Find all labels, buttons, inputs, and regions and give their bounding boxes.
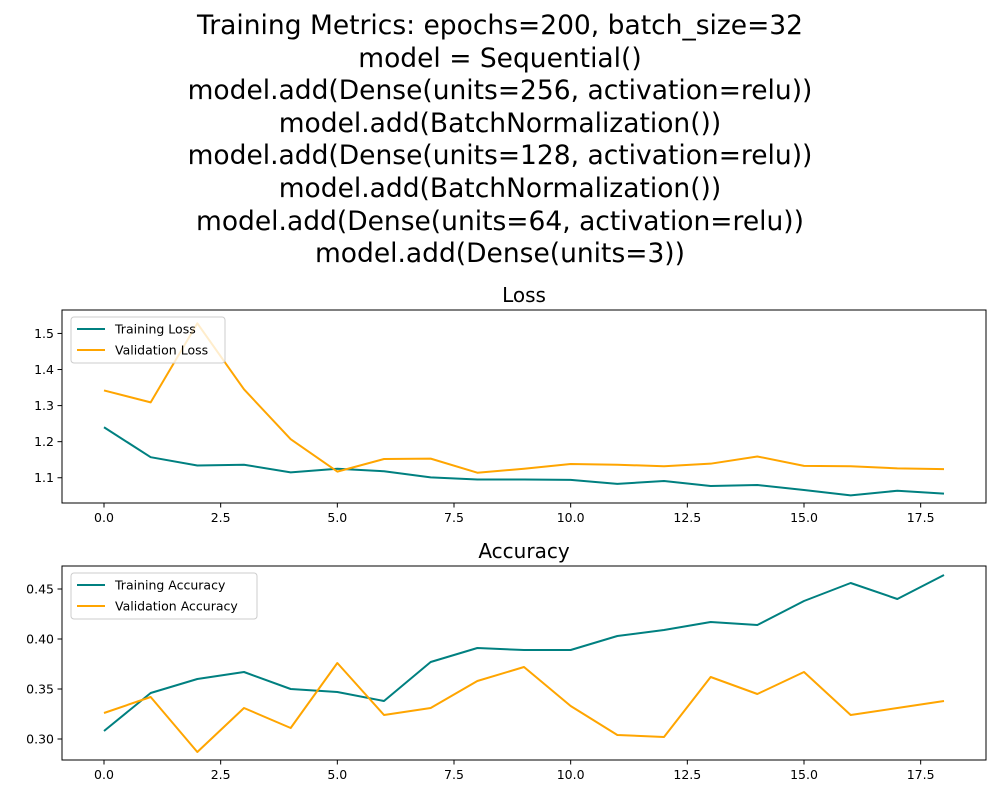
y-tick-label: 1.5 [34, 326, 54, 341]
x-tick-label: 12.5 [673, 767, 701, 782]
figure-title-line: model.add(Dense(units=256, activation=re… [187, 75, 813, 107]
axes-frame [61, 565, 987, 761]
figure-title: Training Metrics: epochs=200, batch_size… [0, 10, 1000, 271]
legend-box [70, 572, 258, 620]
y-tick-label: 1.1 [34, 470, 54, 485]
figure-title-line: model.add(BatchNormalization()) [278, 172, 722, 204]
legend-label: Training Loss [114, 322, 196, 337]
figure-title-line: model.add(Dense(units=3)) [314, 238, 685, 270]
y-tick-label: 0.35 [26, 682, 54, 697]
legend: Training Loss Validation Loss [70, 316, 226, 364]
series-line-validation-accuracy [103, 662, 945, 753]
x-tick-label: 0.0 [94, 510, 114, 525]
x-tick-label: 15.0 [790, 510, 818, 525]
x-tick-label: 7.5 [444, 510, 464, 525]
x-tick-label: 5.0 [327, 767, 347, 782]
figure-title-line: model.add(BatchNormalization()) [278, 107, 722, 139]
axes-frame [61, 309, 987, 504]
chart-panel-accuracy: Accuracy 0.0 2.5 5.0 7.5 10.0 12.5 15.0 17.5 0.30… [26, 539, 987, 782]
x-tick-label: 12.5 [673, 510, 701, 525]
series-line-validation-loss [103, 322, 945, 474]
series-line-training-loss [103, 426, 945, 497]
y-tick-label: 0.40 [26, 632, 54, 647]
chart-title: Accuracy [478, 539, 569, 563]
y-tick-label: 1.3 [34, 398, 54, 413]
x-tick-label: 5.0 [327, 510, 347, 525]
x-tick-label: 2.5 [211, 510, 231, 525]
legend-label: Training Accuracy [114, 578, 226, 593]
figure-title-line: Training Metrics: epochs=200, batch_size… [196, 10, 804, 41]
figure-title-line: model = Sequential() [358, 42, 642, 74]
x-tick-label: 17.5 [907, 767, 935, 782]
x-tick-label: 7.5 [444, 767, 464, 782]
x-tick-label: 10.0 [557, 767, 585, 782]
x-tick-label: 2.5 [211, 767, 231, 782]
y-tick-label: 1.4 [34, 362, 54, 377]
y-tick-label: 0.45 [26, 582, 54, 597]
figure-title-line: model.add(Dense(units=64, activation=rel… [196, 205, 804, 237]
x-tick-label: 10.0 [557, 510, 585, 525]
chart-panel-loss: Loss 0.0 2.5 5.0 7.5 10.0 12.5 15.0 17.5 1.1 1.2 1.… [34, 283, 987, 525]
legend-label: Validation Accuracy [115, 599, 238, 614]
legend: Training Accuracy Validation Accuracy [70, 572, 258, 620]
figure-title-line: model.add(Dense(units=128, activation=re… [187, 140, 813, 172]
y-tick-label: 0.30 [26, 732, 54, 747]
x-tick-label: 15.0 [790, 767, 818, 782]
legend-label: Validation Loss [115, 343, 208, 358]
legend-box [70, 316, 226, 364]
series-line-training-accuracy [103, 574, 945, 732]
x-tick-label: 17.5 [907, 510, 935, 525]
chart-title: Loss [502, 283, 546, 307]
y-tick-label: 1.2 [34, 434, 54, 449]
x-tick-label: 0.0 [94, 767, 114, 782]
